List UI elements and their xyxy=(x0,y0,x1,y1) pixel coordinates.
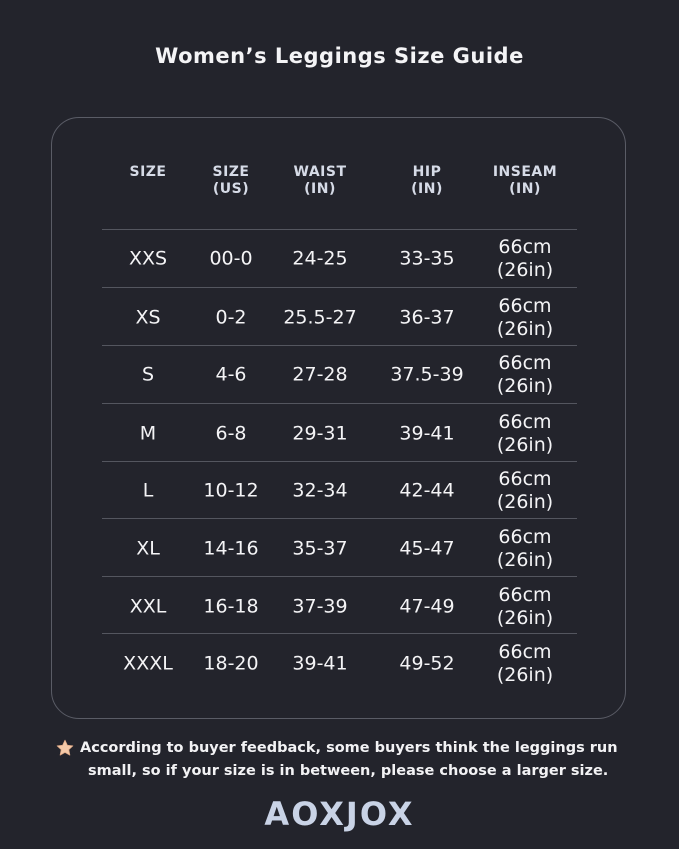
inseam-in: (26in) xyxy=(496,318,554,340)
cell-waist: 25.5-27 xyxy=(283,306,357,329)
inseam-in: (26in) xyxy=(496,664,554,686)
inseam-cm: 66cm xyxy=(498,584,552,606)
cell-waist: 39-41 xyxy=(292,652,348,675)
cell-us: 14-16 xyxy=(203,537,259,560)
cell-us: 6-8 xyxy=(215,422,247,445)
cell-size: L xyxy=(142,479,154,502)
inseam-in: (26in) xyxy=(496,491,554,513)
inseam-cm: 66cm xyxy=(498,526,552,548)
note-line-1: According to buyer feedback, some buyers… xyxy=(80,740,618,756)
inseam-cm: 66cm xyxy=(498,236,552,258)
inseam-cm: 66cm xyxy=(498,641,552,663)
page-title: Women’s Leggings Size Guide xyxy=(155,44,524,68)
column-header: WAIST (IN) xyxy=(294,164,347,198)
cell-us: 16-18 xyxy=(203,595,259,618)
row-divider xyxy=(102,287,577,288)
header-unit: (IN) xyxy=(411,181,443,197)
cell-size: XL xyxy=(136,537,160,560)
inseam-cm: 66cm xyxy=(498,411,552,433)
column-header: SIZE (US) xyxy=(212,164,249,198)
header-label: WAIST xyxy=(293,164,347,180)
cell-inseam: 66cm (26in) xyxy=(497,468,553,514)
cell-hip: 33-35 xyxy=(399,247,455,270)
inseam-in: (26in) xyxy=(496,549,554,571)
cell-hip: 49-52 xyxy=(399,652,455,675)
row-divider xyxy=(102,403,577,404)
header-label: SIZE xyxy=(212,164,250,180)
cell-inseam: 66cm (26in) xyxy=(497,295,553,341)
row-divider xyxy=(102,461,577,462)
cell-inseam: 66cm (26in) xyxy=(497,352,553,398)
cell-size: S xyxy=(141,363,155,386)
cell-size: XXS xyxy=(128,247,168,270)
column-header: HIP (IN) xyxy=(411,164,443,198)
cell-waist: 27-28 xyxy=(292,363,348,386)
row-divider xyxy=(102,576,577,577)
inseam-in: (26in) xyxy=(496,375,554,397)
size-note: According to buyer feedback, some buyers… xyxy=(80,737,640,783)
header-unit: (IN) xyxy=(509,181,541,197)
header-label: INSEAM xyxy=(492,164,558,180)
inseam-cm: 66cm xyxy=(498,352,552,374)
cell-inseam: 66cm (26in) xyxy=(497,584,553,630)
cell-size: M xyxy=(139,422,157,445)
cell-hip: 42-44 xyxy=(399,479,455,502)
cell-waist: 32-34 xyxy=(292,479,348,502)
inseam-in: (26in) xyxy=(496,607,554,629)
note-line-2: small, so if your size is in between, pl… xyxy=(88,763,609,779)
cell-waist: 37-39 xyxy=(292,595,348,618)
row-divider xyxy=(102,345,577,346)
header-unit: (IN) xyxy=(304,181,336,197)
row-divider xyxy=(102,633,577,634)
cell-waist: 24-25 xyxy=(292,247,348,270)
cell-us: 00-0 xyxy=(209,247,253,270)
header-unit: (US) xyxy=(212,181,250,197)
header-label: HIP xyxy=(412,164,442,180)
cell-waist: 29-31 xyxy=(292,422,348,445)
cell-hip: 47-49 xyxy=(399,595,455,618)
inseam-cm: 66cm xyxy=(498,468,552,490)
star-icon xyxy=(56,739,74,756)
row-divider xyxy=(102,518,577,519)
cell-size: XS xyxy=(135,306,161,329)
size-table-card xyxy=(51,117,626,719)
cell-size: XXXL xyxy=(123,652,173,675)
cell-us: 4-6 xyxy=(215,363,247,386)
cell-hip: 39-41 xyxy=(399,422,455,445)
column-header: SIZE xyxy=(129,164,166,181)
inseam-cm: 66cm xyxy=(498,295,552,317)
header-label: SIZE xyxy=(129,164,167,180)
cell-us: 0-2 xyxy=(215,306,247,329)
cell-waist: 35-37 xyxy=(292,537,348,560)
cell-us: 18-20 xyxy=(203,652,259,675)
cell-hip: 37.5-39 xyxy=(390,363,464,386)
inseam-in: (26in) xyxy=(496,434,554,456)
column-header: INSEAM (IN) xyxy=(493,164,557,198)
row-divider xyxy=(102,229,577,230)
brand-logo: AOXJOX xyxy=(264,795,415,833)
cell-hip: 45-47 xyxy=(399,537,455,560)
cell-size: XXL xyxy=(129,595,167,618)
cell-inseam: 66cm (26in) xyxy=(497,526,553,572)
cell-us: 10-12 xyxy=(203,479,259,502)
cell-inseam: 66cm (26in) xyxy=(497,236,553,282)
cell-hip: 36-37 xyxy=(399,306,455,329)
cell-inseam: 66cm (26in) xyxy=(497,411,553,457)
inseam-in: (26in) xyxy=(496,259,554,281)
cell-inseam: 66cm (26in) xyxy=(497,641,553,687)
